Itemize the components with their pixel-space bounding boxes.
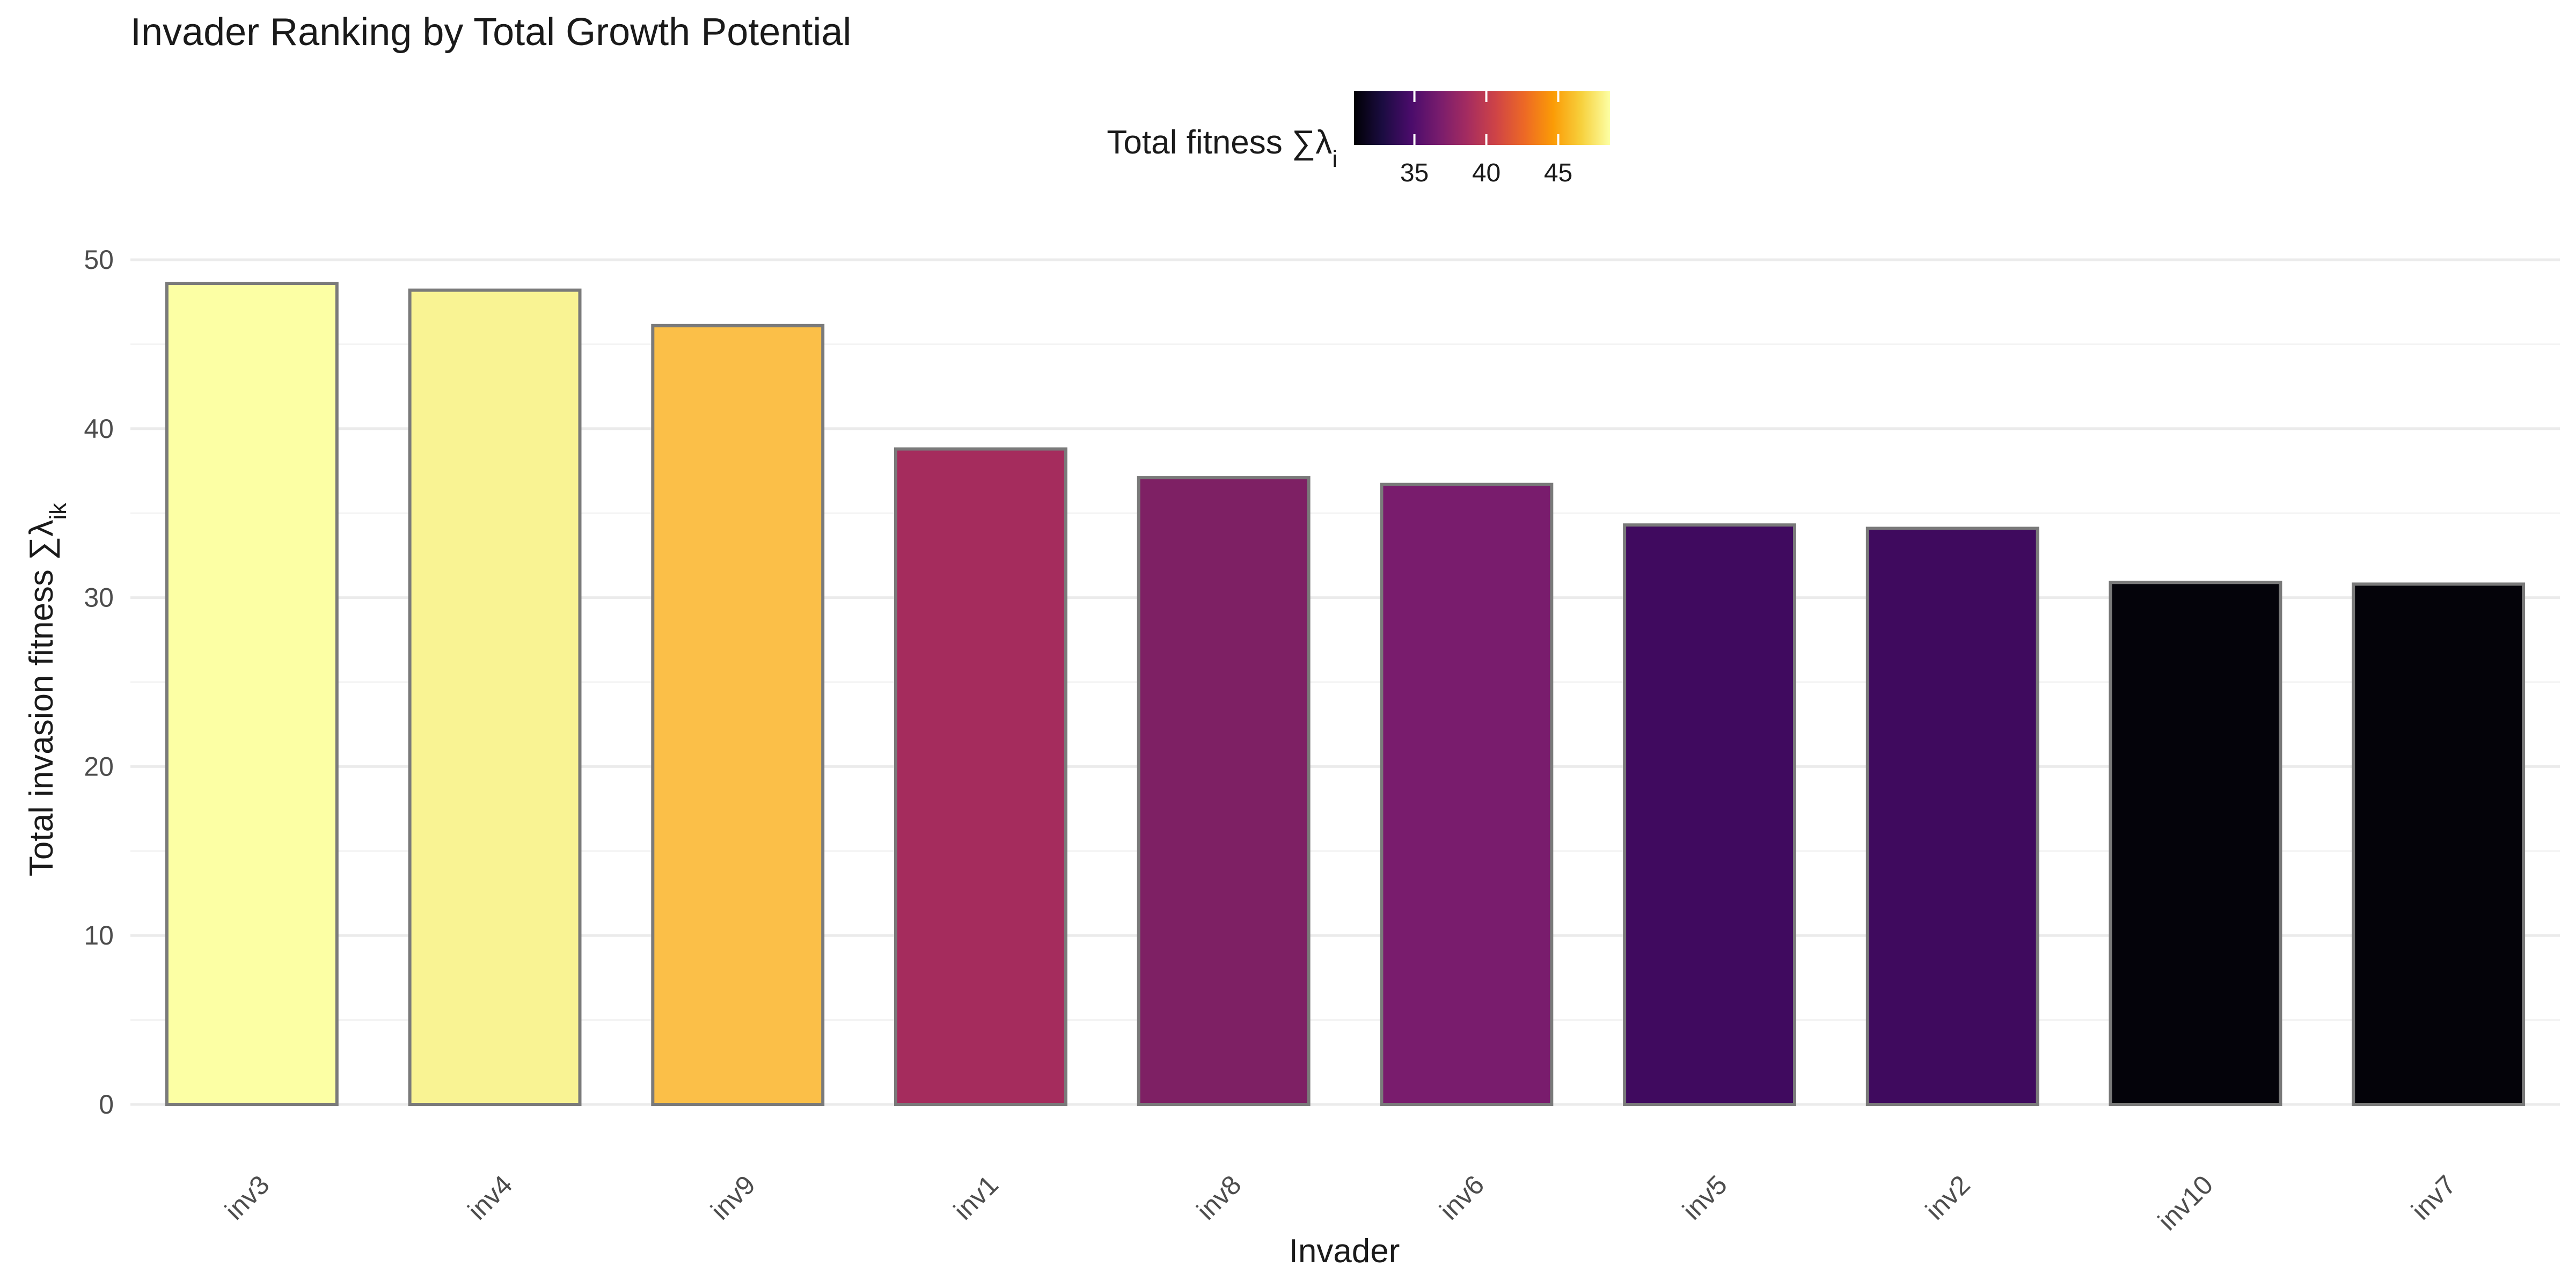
chart-title: Invader Ranking by Total Growth Potentia… xyxy=(130,11,851,54)
x-axis-title: Invader xyxy=(1289,1233,1400,1270)
bar-inv9 xyxy=(651,324,825,1106)
legend-colorbar xyxy=(1354,91,1610,145)
bar-inv10 xyxy=(2109,581,2282,1106)
legend-title-subscript: i xyxy=(1332,146,1337,172)
y-axis-title: Total invasion fitness ∑λik xyxy=(23,502,71,876)
x-tick-label-inv2: inv2 xyxy=(1920,1169,1975,1225)
bar-inv5 xyxy=(1623,523,1796,1107)
y-tick-label: 50 xyxy=(84,245,114,275)
y-axis-title-main: Total invasion fitness ∑λ xyxy=(23,520,60,877)
x-tick-label-inv7: inv7 xyxy=(2406,1169,2462,1225)
legend-title-main: Total fitness ∑λ xyxy=(1107,124,1332,161)
y-tick-label: 40 xyxy=(84,414,114,444)
y-tick-label: 0 xyxy=(99,1089,114,1119)
x-tick-label-inv8: inv8 xyxy=(1191,1169,1247,1225)
y-tick-label: 30 xyxy=(84,583,114,613)
x-tick-label-inv10: inv10 xyxy=(2152,1169,2219,1236)
x-tick-label-inv9: inv9 xyxy=(705,1169,761,1225)
bar-inv7 xyxy=(2352,582,2526,1106)
x-tick-label-inv6: inv6 xyxy=(1434,1169,1490,1225)
bar-inv4 xyxy=(408,288,582,1107)
y-tick-label: 10 xyxy=(84,920,114,950)
legend-tick-label: 45 xyxy=(1544,159,1572,187)
legend-tick-label: 40 xyxy=(1472,159,1501,187)
bar-inv1 xyxy=(894,447,1067,1106)
bar-inv2 xyxy=(1865,526,2039,1106)
x-tick-label-inv4: inv4 xyxy=(462,1169,518,1225)
y-axis-ticks: 0 10 20 30 40 50 xyxy=(84,245,114,1119)
legend-tick-label: 35 xyxy=(1400,159,1429,187)
bar-inv3 xyxy=(165,282,339,1106)
x-axis-ticks: inv3 inv4 inv9 inv1 inv8 inv6 inv5 inv2 inv10 inv… xyxy=(219,1169,2462,1236)
x-tick-label-inv3: inv3 xyxy=(219,1169,275,1225)
x-tick-label-inv1: inv1 xyxy=(948,1169,1004,1225)
y-axis-title-subscript: ik xyxy=(45,502,71,520)
bar-inv8 xyxy=(1137,476,1311,1106)
legend: Total fitness ∑λi 35 40 45 xyxy=(1107,91,1610,187)
x-tick-label-inv5: inv5 xyxy=(1677,1169,1732,1225)
y-tick-label: 20 xyxy=(84,751,114,781)
legend-ticks: 35 40 45 xyxy=(1400,91,1572,187)
bar-inv6 xyxy=(1380,482,1554,1107)
legend-title: Total fitness ∑λi xyxy=(1107,124,1337,172)
bars xyxy=(165,282,2526,1107)
